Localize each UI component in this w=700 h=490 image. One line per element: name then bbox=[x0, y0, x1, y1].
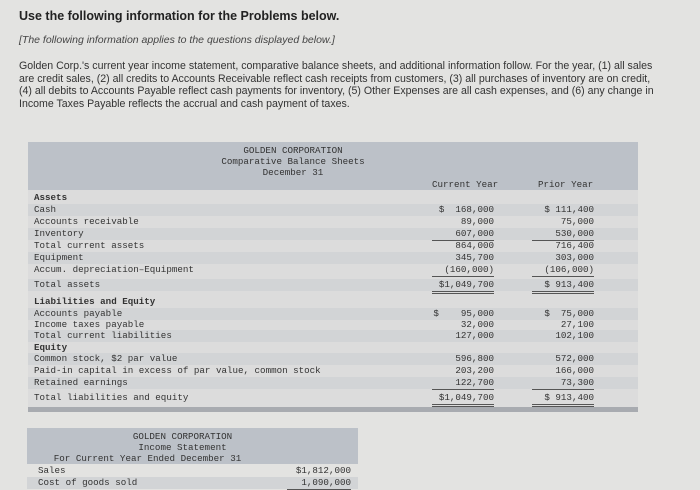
current-year-value: 122,700 bbox=[432, 377, 494, 390]
prior-year-value: 102,100 bbox=[555, 330, 594, 341]
row-label: Total assets bbox=[34, 279, 101, 290]
table-row: Accounts receivable 89,000 75,000 bbox=[28, 216, 638, 228]
row-label: Inventory bbox=[34, 228, 84, 239]
table-row: Total current liabilities 127,000 102,100 bbox=[28, 330, 638, 342]
company-name: GOLDEN CORPORATION bbox=[132, 431, 233, 442]
table-bottom-bar bbox=[28, 407, 638, 412]
row-label: Income taxes payable bbox=[34, 319, 145, 330]
current-year-value: 127,000 bbox=[455, 330, 494, 341]
current-year-value: $1,049,700 bbox=[432, 279, 494, 294]
table-row: Cost of goods sold 1,090,000 bbox=[27, 477, 358, 490]
balance-sheet-table: GOLDEN CORPORATION Comparative Balance S… bbox=[28, 142, 638, 412]
row-label: Accum. depreciation–Equipment bbox=[34, 264, 194, 275]
prior-year-value: 75,000 bbox=[560, 216, 594, 227]
table-row: Total assets $1,049,700 $ 913,400 bbox=[28, 279, 638, 294]
table-row: Total liabilities and equity $1,049,700 $ … bbox=[28, 392, 638, 407]
row-amount: $1,812,000 bbox=[295, 465, 351, 476]
current-year-value: $ 168,000 bbox=[438, 204, 494, 215]
balance-sheet-header: GOLDEN CORPORATION Comparative Balance S… bbox=[28, 142, 638, 190]
info-note: [The following information applies to th… bbox=[19, 34, 335, 46]
current-year-value: $ 95,000 bbox=[433, 308, 494, 319]
table-row: Retained earnings 122,700 73,300 bbox=[28, 377, 638, 390]
col-prior-year: Prior Year bbox=[538, 179, 594, 190]
table-row: Liabilities and Equity bbox=[28, 296, 638, 308]
row-label: Retained earnings bbox=[34, 377, 128, 388]
prior-year-value: $ 111,400 bbox=[544, 204, 594, 215]
statement-period: For Current Year Ended December 31 bbox=[53, 453, 242, 464]
statement-title: Income Statement bbox=[138, 442, 227, 453]
table-row: Total current assets 864,000 716,400 bbox=[28, 240, 638, 252]
row-label: Accounts payable bbox=[34, 308, 123, 319]
prior-year-value: (106,000) bbox=[532, 264, 594, 277]
table-row: Assets bbox=[28, 192, 638, 204]
table-row: Accum. depreciation–Equipment (160,000) (1… bbox=[28, 264, 638, 277]
current-year-value: 345,700 bbox=[455, 252, 494, 263]
prior-year-value: 73,300 bbox=[532, 377, 594, 390]
current-year-value: $1,049,700 bbox=[432, 392, 494, 407]
table-row: Common stock, $2 par value 596,800 572,000 bbox=[28, 353, 638, 365]
page-heading: Use the following information for the Pr… bbox=[19, 9, 340, 23]
prior-year-value: $ 913,400 bbox=[532, 392, 594, 407]
row-label: Cost of goods sold bbox=[38, 477, 138, 488]
row-label: Total liabilities and equity bbox=[34, 392, 189, 403]
prior-year-value: $ 75,000 bbox=[544, 308, 594, 319]
row-amount: 1,090,000 bbox=[287, 477, 351, 490]
row-label: Equipment bbox=[34, 252, 84, 263]
statement-date: December 31 bbox=[262, 167, 324, 178]
row-label: Common stock, $2 par value bbox=[34, 353, 178, 364]
row-label: Total current liabilities bbox=[34, 330, 172, 341]
prior-year-value: 303,000 bbox=[555, 252, 594, 263]
problem-description: Golden Corp.'s current year income state… bbox=[19, 60, 654, 110]
prior-year-value: 530,000 bbox=[532, 228, 594, 241]
table-row: Equipment 345,700 303,000 bbox=[28, 252, 638, 264]
prior-year-value: 716,400 bbox=[555, 240, 594, 251]
row-label: Equity bbox=[34, 342, 68, 353]
prior-year-value: $ 913,400 bbox=[532, 279, 594, 294]
row-label: Cash bbox=[34, 204, 57, 215]
table-row: Paid-in capital in excess of par value, … bbox=[28, 365, 638, 377]
table-row: Inventory 607,000 530,000 bbox=[28, 228, 638, 241]
statement-title: Comparative Balance Sheets bbox=[221, 156, 365, 167]
prior-year-value: 166,000 bbox=[555, 365, 594, 376]
income-statement-table: GOLDEN CORPORATION Income Statement For … bbox=[27, 428, 358, 490]
prior-year-value: 572,000 bbox=[555, 353, 594, 364]
row-label: Total current assets bbox=[34, 240, 145, 251]
current-year-value: 89,000 bbox=[460, 216, 494, 227]
row-label: Assets bbox=[34, 192, 68, 203]
current-year-value: (160,000) bbox=[432, 264, 494, 277]
table-row: Equity bbox=[28, 342, 638, 354]
current-year-value: 607,000 bbox=[432, 228, 494, 241]
row-label: Liabilities and Equity bbox=[34, 296, 156, 307]
row-label: Accounts receivable bbox=[34, 216, 139, 227]
current-year-value: 596,800 bbox=[455, 353, 494, 364]
table-row: Cash $ 168,000 $ 111,400 bbox=[28, 204, 638, 216]
table-row: Accounts payable $ 95,000 $ 75,000 bbox=[28, 308, 638, 320]
company-name: GOLDEN CORPORATION bbox=[243, 145, 343, 156]
row-label: Paid-in capital in excess of par value, … bbox=[34, 365, 321, 376]
table-row: Sales $1,812,000 bbox=[27, 465, 358, 477]
col-current-year: Current Year bbox=[432, 179, 499, 190]
current-year-value: 864,000 bbox=[455, 240, 494, 251]
income-statement-header: GOLDEN CORPORATION Income Statement For … bbox=[27, 428, 358, 464]
row-label: Sales bbox=[38, 465, 66, 476]
current-year-value: 203,200 bbox=[455, 365, 494, 376]
